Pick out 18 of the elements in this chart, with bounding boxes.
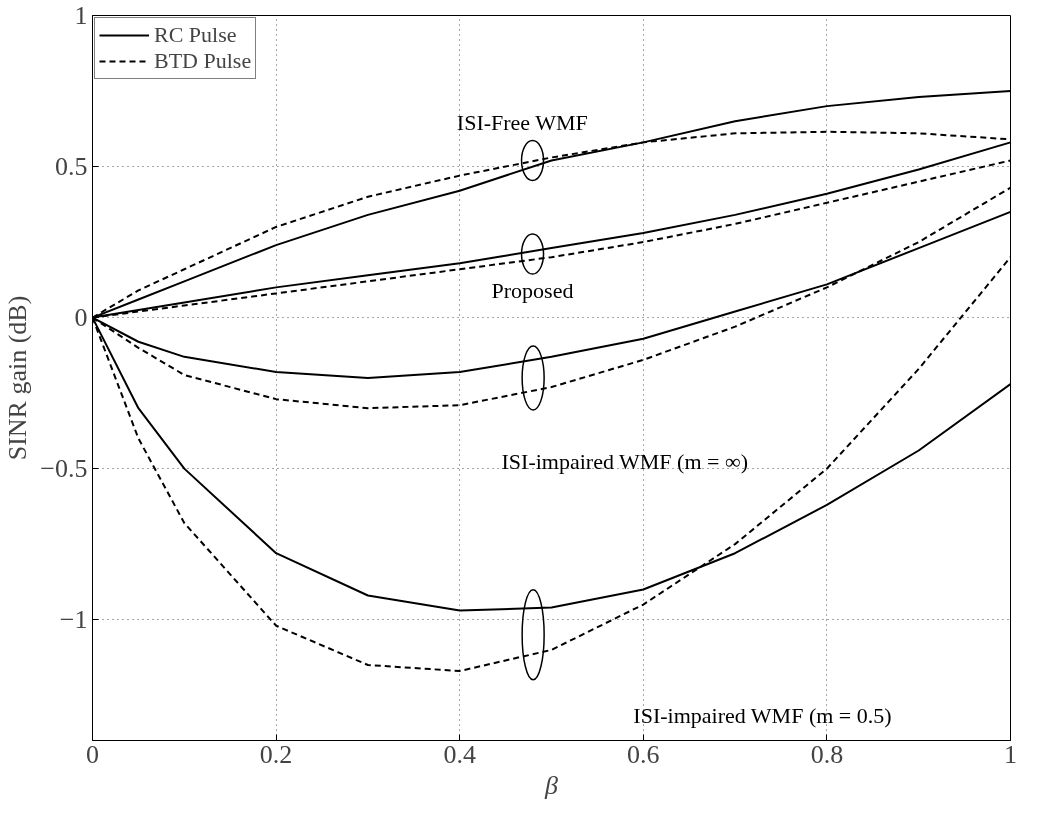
annotation: ISI-impaired WMF (m = ∞) [501,448,748,474]
legend-label: BTD Pulse [154,48,252,74]
y-tick-label: 1 [74,1,88,30]
y-tick-label: 0.5 [55,152,88,182]
y-axis-title: SINR gain (dB) [3,295,33,461]
y-tick-label: 0 [74,303,88,333]
x-tick-label: 1 [1004,739,1017,769]
x-axis-title: β [544,770,559,800]
x-tick-label: 0.4 [443,739,476,769]
annotation: Proposed [491,277,574,303]
annotation: ISI-impaired WMF (m = 0.5) [633,702,892,728]
x-tick-label: 0.8 [810,739,844,769]
x-tick-label: 0.6 [627,739,660,769]
annotation: ISI-Free WMF [456,110,588,135]
x-tick-label: 0.2 [259,739,293,769]
y-tick-label: −0.5 [40,454,88,484]
y-tick-label: −1 [59,605,88,635]
legend-label: RC Pulse [154,22,237,48]
